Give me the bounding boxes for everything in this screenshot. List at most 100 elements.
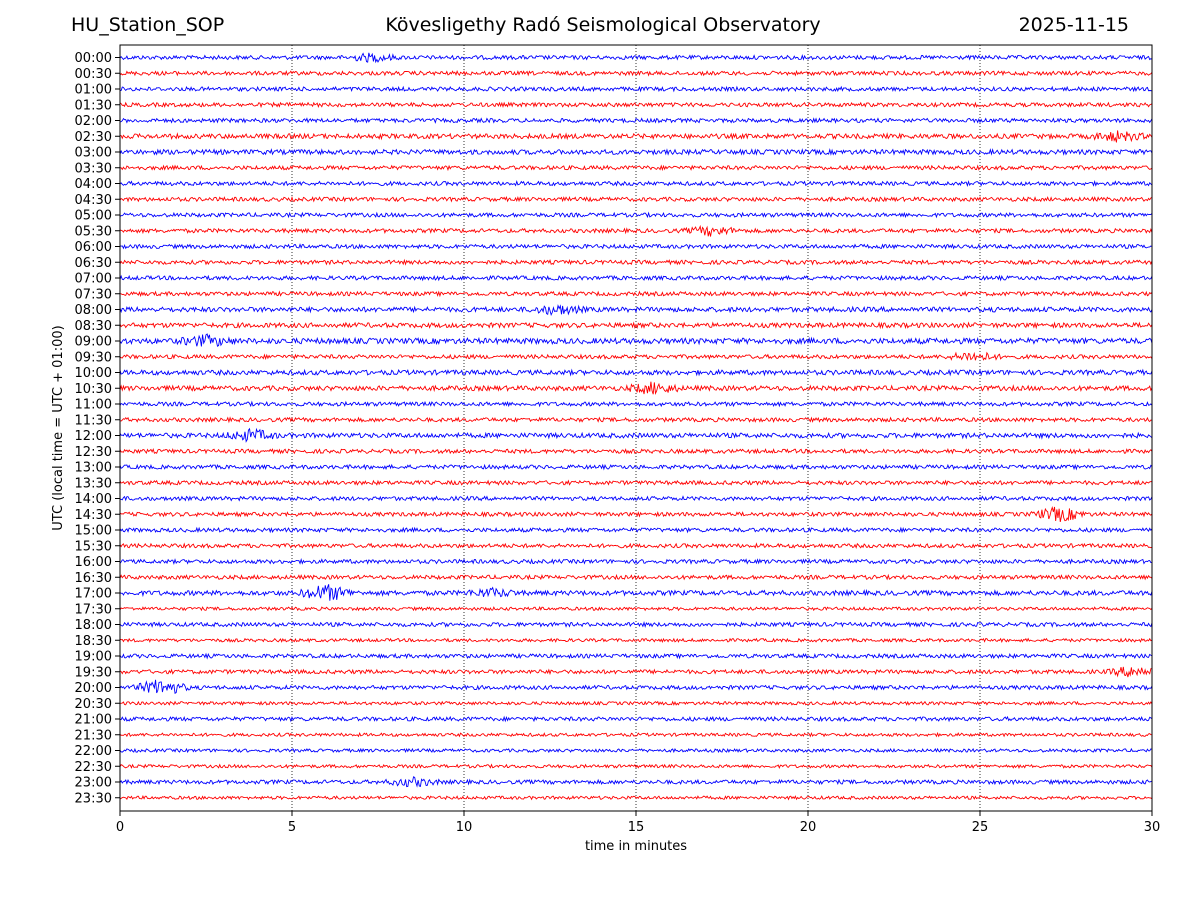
trace-0500 (119, 211, 1153, 219)
y-tick-label: 18:30 (75, 634, 112, 649)
y-tick-label: 06:30 (75, 256, 112, 271)
trace-0330 (119, 164, 1153, 172)
date-label: 2025-11-15 (1018, 14, 1129, 36)
trace-2030 (119, 700, 1153, 707)
trace-0300 (119, 148, 1153, 156)
trace-1430 (119, 505, 1153, 523)
y-tick-label: 09:00 (75, 335, 112, 350)
x-tick-label: 30 (1144, 820, 1161, 835)
traces (119, 52, 1153, 801)
trace-0530 (119, 224, 1153, 237)
x-tick-label: 0 (116, 820, 124, 835)
y-tick-label: 02:00 (75, 114, 112, 129)
y-tick-label: 21:00 (75, 713, 112, 728)
y-tick-label: 07:00 (75, 272, 112, 287)
y-tick-label: 19:30 (75, 665, 112, 680)
trace-1930 (119, 666, 1153, 678)
trace-1530 (119, 542, 1153, 549)
y-tick-label: 15:30 (75, 539, 112, 554)
x-axis-ticks: 0 5 10 15 20 25 30 (116, 811, 1160, 835)
y-tick-label: 21:30 (75, 728, 112, 743)
y-tick-label: 02:30 (75, 130, 112, 145)
y-axis-label: UTC (local time = UTC + 01:00) (51, 325, 66, 530)
y-tick-label: 17:30 (75, 602, 112, 617)
trace-0430 (119, 195, 1153, 203)
trace-1700 (119, 584, 1153, 601)
y-tick-label: 01:30 (75, 98, 112, 113)
y-tick-label: 14:30 (75, 508, 112, 523)
trace-1900 (119, 652, 1153, 660)
trace-1000 (119, 368, 1153, 377)
trace-0830 (119, 321, 1153, 330)
trace-1130 (119, 416, 1153, 424)
x-tick-label: 25 (972, 820, 989, 835)
trace-0400 (119, 180, 1153, 187)
trace-1630 (119, 573, 1153, 581)
station-label: HU_Station_SOP (71, 14, 225, 36)
trace-0930 (119, 351, 1153, 362)
trace-0000 (119, 52, 1153, 64)
y-tick-label: 15:00 (75, 524, 112, 539)
trace-1330 (119, 479, 1153, 487)
trace-2330 (119, 795, 1153, 801)
x-tick-label: 15 (628, 820, 645, 835)
y-tick-label: 07:30 (75, 287, 112, 302)
y-tick-label: 16:00 (75, 555, 112, 570)
y-tick-label: 00:00 (75, 51, 112, 66)
y-tick-label: 18:00 (75, 618, 112, 633)
trace-0130 (119, 101, 1153, 109)
trace-2100 (119, 715, 1153, 723)
y-tick-label: 08:30 (75, 319, 112, 334)
trace-1600 (119, 558, 1153, 565)
trace-0600 (119, 243, 1153, 250)
y-tick-label: 13:30 (75, 476, 112, 491)
y-tick-label: 20:30 (75, 697, 112, 712)
y-tick-label: 11:00 (75, 398, 112, 413)
trace-1830 (119, 637, 1153, 644)
x-tick-label: 10 (456, 820, 473, 835)
y-tick-label: 03:30 (75, 161, 112, 176)
trace-1400 (119, 495, 1153, 502)
y-tick-label: 00:30 (75, 67, 112, 82)
trace-1100 (119, 400, 1153, 408)
y-tick-label: 06:00 (75, 240, 112, 255)
trace-0030 (119, 69, 1153, 77)
y-tick-label: 01:00 (75, 83, 112, 98)
x-axis-label: time in minutes (585, 839, 687, 854)
y-tick-label: 11:30 (75, 413, 112, 428)
trace-2200 (119, 747, 1153, 754)
trace-1300 (119, 463, 1153, 471)
trace-0730 (119, 290, 1153, 298)
trace-0700 (119, 274, 1153, 282)
x-tick-label: 5 (288, 820, 296, 835)
trace-0200 (119, 117, 1153, 124)
y-tick-label: 22:30 (75, 760, 112, 775)
y-tick-label: 09:30 (75, 350, 112, 365)
trace-0800 (119, 304, 1153, 317)
y-tick-label: 12:30 (75, 445, 112, 460)
y-tick-label: 14:00 (75, 492, 112, 507)
y-tick-label: 17:00 (75, 587, 112, 602)
y-tick-label: 05:30 (75, 224, 112, 239)
y-tick-label: 04:30 (75, 193, 112, 208)
trace-1800 (119, 621, 1153, 629)
y-tick-label: 19:00 (75, 650, 112, 665)
trace-2000 (119, 679, 1153, 694)
trace-1030 (119, 381, 1153, 395)
y-tick-label: 10:00 (75, 366, 112, 381)
grid-lines (291, 45, 981, 811)
trace-0100 (119, 85, 1153, 93)
trace-0630 (119, 258, 1153, 266)
trace-2230 (119, 763, 1153, 770)
y-tick-label: 03:00 (75, 146, 112, 161)
y-tick-label: 23:30 (75, 791, 112, 806)
y-tick-label: 20:00 (75, 681, 112, 696)
chart-title: Kövesligethy Radó Seismological Observat… (385, 14, 821, 36)
y-tick-label: 16:30 (75, 571, 112, 586)
y-tick-label: 12:00 (75, 429, 112, 444)
y-tick-label: 23:00 (75, 776, 112, 791)
x-tick-label: 20 (800, 820, 817, 835)
trace-1500 (119, 526, 1153, 534)
trace-1730 (119, 606, 1153, 612)
